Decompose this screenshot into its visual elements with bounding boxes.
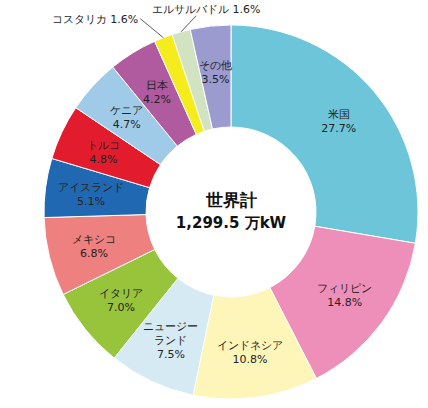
svg-text:コスタリカ 1.6%: コスタリカ 1.6% (52, 13, 138, 26)
svg-text:インドネシア10.8%: インドネシア10.8% (217, 339, 283, 366)
svg-text:ケニア4.7%: ケニア4.7% (110, 104, 143, 131)
svg-text:その他3.5%: その他3.5% (199, 59, 232, 86)
svg-text:世界計: 世界計 (205, 190, 257, 210)
svg-text:フィリピン14.8%: フィリピン14.8% (317, 282, 372, 309)
svg-text:トルコ4.8%: トルコ4.8% (87, 139, 120, 166)
svg-text:イタリア7.0%: イタリア7.0% (99, 287, 143, 314)
svg-text:1,299.5 万kW: 1,299.5 万kW (176, 214, 287, 232)
svg-text:米国27.7%: 米国27.7% (321, 108, 356, 135)
svg-text:日本4.2%: 日本4.2% (143, 79, 171, 106)
svg-text:エルサルバドル 1.6%: エルサルバドル 1.6% (152, 3, 260, 16)
svg-text:メキシコ6.8%: メキシコ6.8% (72, 233, 116, 260)
svg-text:アイスランド5.1%: アイスランド5.1% (58, 181, 124, 208)
svg-text:ニュージーランド7.5%: ニュージーランド7.5% (143, 320, 198, 361)
